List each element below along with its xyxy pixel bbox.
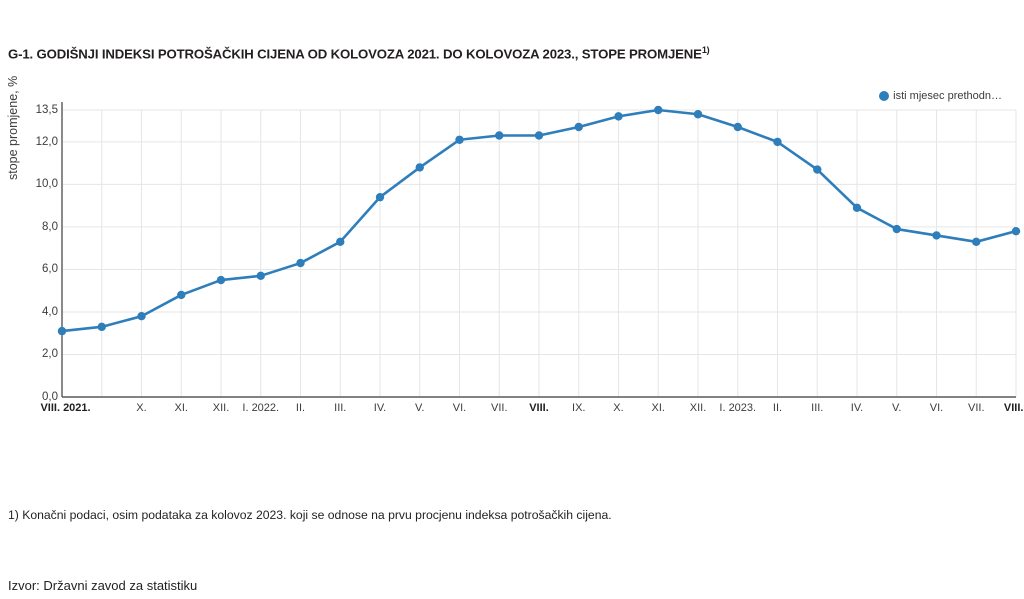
y-axis-tick-label: 10,0	[35, 178, 58, 191]
x-axis-tick-label: I. 2023.	[719, 402, 757, 414]
plot-area: stope promjene, % 0,0 2,0 4,0 6,0 8,0 10,0 12,…	[0, 76, 1024, 430]
data-point-marker[interactable]	[654, 105, 663, 115]
x-axis-tick-label: VIII.	[529, 402, 549, 414]
data-point-marker[interactable]	[534, 131, 544, 140]
data-point-marker[interactable]	[773, 137, 782, 147]
data-point-marker[interactable]	[495, 131, 504, 140]
y-axis-tick-label: 8,0	[42, 220, 58, 233]
data-point-marker[interactable]	[375, 192, 385, 202]
data-point-marker[interactable]	[693, 110, 703, 119]
x-axis-tick-label: II.	[295, 402, 306, 414]
y-axis-tick-label: 0,0	[42, 391, 58, 403]
page-title-superscript: 1)	[701, 45, 710, 55]
y-axis-tick-label: 2,0	[42, 348, 58, 361]
x-axis-tick-label: VI.	[929, 402, 944, 414]
page-title-text: G-1. GODIŠNJI INDEKSI POTROŠAČKIH CIJENA…	[8, 46, 702, 62]
data-point-marker[interactable]	[57, 326, 67, 336]
x-axis-tick-label: X.	[136, 402, 147, 414]
data-point-marker[interactable]	[97, 322, 106, 332]
line-chart-svg	[57, 102, 1021, 398]
x-axis-tick-label: XI.	[174, 402, 188, 414]
data-point-marker[interactable]	[256, 271, 265, 281]
x-axis-tick-label: III.	[334, 402, 347, 414]
page-title: G-1. GODIŠNJI INDEKSI POTROŠAČKIH CIJENA…	[8, 45, 710, 61]
x-axis-tick-label: II.	[772, 402, 783, 414]
footnote: 1) Konačni podaci, osim podataka za kolo…	[8, 508, 612, 522]
data-point-marker[interactable]	[455, 135, 464, 144]
x-axis-tick-label: XI.	[651, 402, 665, 414]
x-axis-tick-label: VIII. 2021.	[40, 402, 91, 414]
data-point-marker[interactable]	[932, 231, 941, 240]
legend-marker-icon	[879, 91, 890, 101]
x-axis-tick-label: VIII.	[1003, 402, 1024, 414]
data-point-marker[interactable]	[892, 224, 901, 234]
y-axis-tick-label: 4,0	[42, 305, 58, 318]
data-point-marker[interactable]	[972, 237, 981, 247]
data-point-marker[interactable]	[614, 112, 623, 121]
chart-figure: isti mjesec prethodn… stope promjene, % …	[0, 76, 1024, 430]
x-axis-tick-label: XII.	[212, 402, 230, 414]
x-axis-tick-label: XII.	[689, 402, 707, 414]
data-point-marker[interactable]	[733, 122, 742, 132]
legend-label: isti mjesec prethodn…	[893, 90, 1002, 102]
x-axis-tick-label: V.	[415, 402, 425, 414]
data-point-marker[interactable]	[852, 203, 862, 212]
source-note: Izvor: Državni zavod za statistiku	[8, 578, 198, 593]
x-axis-tick-label: VII.	[490, 402, 508, 414]
x-axis-tick-label: X.	[613, 402, 624, 414]
x-axis-tick-label: VII.	[967, 402, 985, 414]
data-point-marker[interactable]	[1011, 226, 1021, 236]
x-axis-tick-label: VI.	[452, 402, 467, 414]
data-point-marker[interactable]	[336, 237, 345, 247]
data-point-marker[interactable]	[813, 165, 822, 174]
data-point-marker[interactable]	[296, 258, 305, 268]
data-point-marker[interactable]	[415, 163, 424, 172]
y-axis-tick-label: 12,0	[35, 135, 58, 148]
x-axis-tick-label: IV.	[373, 402, 387, 414]
x-axis-tick-label: IV.	[850, 402, 864, 414]
y-axis-label: stope promjene, %	[6, 75, 20, 180]
data-point-marker[interactable]	[137, 312, 146, 321]
y-axis-tick-label: 6,0	[42, 263, 58, 276]
x-axis-tick-label: V.	[892, 402, 902, 414]
data-point-marker[interactable]	[177, 290, 186, 300]
data-point-marker[interactable]	[216, 275, 226, 285]
x-axis-tick-label: I. 2022.	[242, 402, 280, 414]
y-axis-tick-label: 13,5	[35, 104, 58, 116]
x-axis-tick-label: IX.	[572, 402, 586, 414]
data-point-marker[interactable]	[574, 122, 583, 132]
chart-legend: isti mjesec prethodn…	[879, 90, 1002, 102]
x-axis-tick-label: III.	[811, 402, 824, 414]
